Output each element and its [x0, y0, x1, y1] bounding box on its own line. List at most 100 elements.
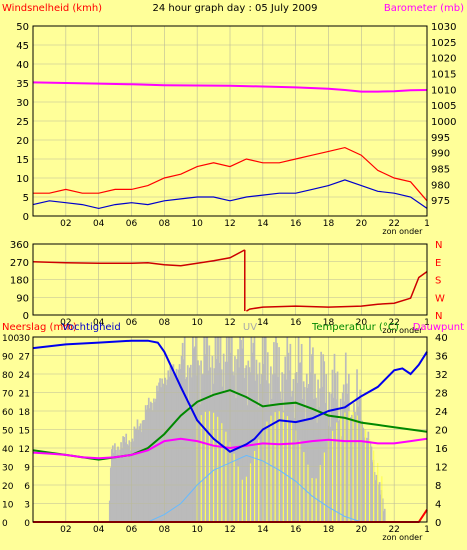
solar-bar	[315, 397, 317, 522]
solar-bar	[136, 419, 139, 522]
solar-bar	[375, 474, 378, 522]
solar-bar	[137, 429, 140, 522]
solar-bar	[306, 387, 309, 522]
solar-bar	[198, 365, 200, 522]
solar-bar	[123, 437, 125, 522]
series-line-dauwpunt	[32, 437, 428, 460]
solar-bar	[132, 441, 135, 522]
solar-bar	[246, 405, 249, 522]
wind-y-tick-label: 25	[16, 117, 29, 128]
solar-bar	[334, 373, 337, 522]
solar-bar	[285, 379, 288, 522]
solar-bar	[279, 391, 281, 522]
solar-bar	[241, 348, 243, 522]
solar-bar	[311, 354, 313, 522]
humidity-y-tick-label: 90	[2, 353, 14, 363]
barometer-y-tick-label: 985	[431, 165, 450, 176]
temperature-y-tick-label: 24	[435, 407, 448, 418]
plot-frame	[32, 243, 428, 316]
sunset-label: zon onder	[382, 326, 423, 335]
solar-bar	[302, 381, 305, 522]
solar-bar	[131, 438, 134, 522]
humidity-y-tick-label: 30	[2, 464, 14, 474]
x-tick-label: 20	[356, 525, 368, 535]
solar-bar	[266, 352, 269, 522]
x-tick-label: 04	[93, 219, 105, 229]
solar-bar	[258, 362, 261, 522]
solar-bar	[120, 442, 122, 522]
x-tick-label: 06	[126, 318, 138, 328]
solar-bar	[378, 482, 381, 522]
solar-bar	[124, 442, 127, 522]
solar-bar	[122, 436, 124, 522]
solar-bar	[318, 407, 320, 522]
solar-bar	[236, 359, 238, 522]
humidity-y-tick-label: 10	[2, 501, 14, 511]
x-tick-label: 06	[126, 219, 138, 229]
barometer-y-tick-label: 1025	[431, 38, 456, 49]
solar-bar	[351, 414, 353, 522]
solar-bar	[293, 417, 296, 522]
solar-bar	[155, 398, 157, 522]
solar-bar	[301, 398, 304, 522]
solar-bar	[238, 367, 240, 522]
solar-bar	[162, 383, 164, 522]
wind-axis-title: Windsnelheid (kmh)	[2, 3, 102, 14]
solar-bar	[177, 369, 180, 522]
solar-bar	[150, 403, 153, 522]
x-tick-label: 02	[60, 525, 71, 535]
solar-bar	[280, 399, 282, 522]
solar-bar	[210, 397, 213, 522]
solar-bar	[296, 382, 299, 522]
rain-y-tick-label: 0	[24, 519, 30, 529]
wind-y-tick-label: 5	[23, 193, 29, 204]
solar-bar	[346, 393, 349, 522]
rain-axis-title: Neerslag (mm)	[2, 322, 77, 333]
wind-y-tick-label: 50	[16, 22, 29, 33]
solar-bar	[166, 379, 169, 522]
direction-y-tick-label: 360	[10, 240, 29, 251]
solar-bar	[164, 377, 167, 522]
solar-bar	[172, 364, 175, 522]
temperature-y-tick-label: 20	[435, 426, 448, 437]
solar-bar	[188, 367, 191, 522]
solar-bar	[193, 348, 195, 522]
rain-y-tick-label: 6	[24, 482, 30, 492]
solar-bar	[168, 376, 171, 522]
solar-bar	[115, 449, 117, 522]
solar-bar	[252, 342, 255, 522]
solar-bar	[114, 443, 116, 522]
solar-bar	[350, 417, 352, 522]
solar-bar	[259, 383, 262, 522]
solar-bar	[221, 386, 224, 522]
sunset-label: zon onder	[382, 533, 423, 542]
solar-bar	[381, 498, 384, 522]
solar-bar	[369, 441, 372, 522]
solar-bar	[341, 392, 344, 522]
solar-bar	[142, 419, 145, 522]
barometer-y-tick-label: 980	[431, 180, 450, 191]
plot-frame	[32, 25, 428, 217]
solar-bar	[129, 450, 132, 522]
solar-bar	[357, 406, 359, 522]
x-tick-label: 1	[424, 318, 430, 328]
temperature-axis-title: Temperatuur (°C)	[311, 322, 399, 333]
solar-bar	[328, 391, 331, 522]
x-tick-label: 18	[323, 219, 335, 229]
solar-bar	[222, 353, 225, 522]
x-tick-label: 20	[356, 219, 368, 229]
solar-bar	[289, 343, 292, 522]
solar-bar	[144, 405, 147, 522]
solar-bar	[176, 378, 179, 522]
rain-y-tick-label: 3	[24, 501, 30, 511]
solar-bar	[287, 352, 290, 522]
temperature-y-tick-label: 4	[435, 500, 441, 511]
compass-label: E	[435, 258, 441, 269]
solar-bar	[110, 449, 113, 522]
humidity-y-tick-label: 40	[2, 445, 14, 455]
compass-label: S	[435, 276, 441, 287]
solar-bar	[300, 343, 303, 522]
solar-bar	[158, 382, 160, 522]
solar-bar	[358, 398, 360, 522]
solar-bar	[154, 401, 156, 522]
